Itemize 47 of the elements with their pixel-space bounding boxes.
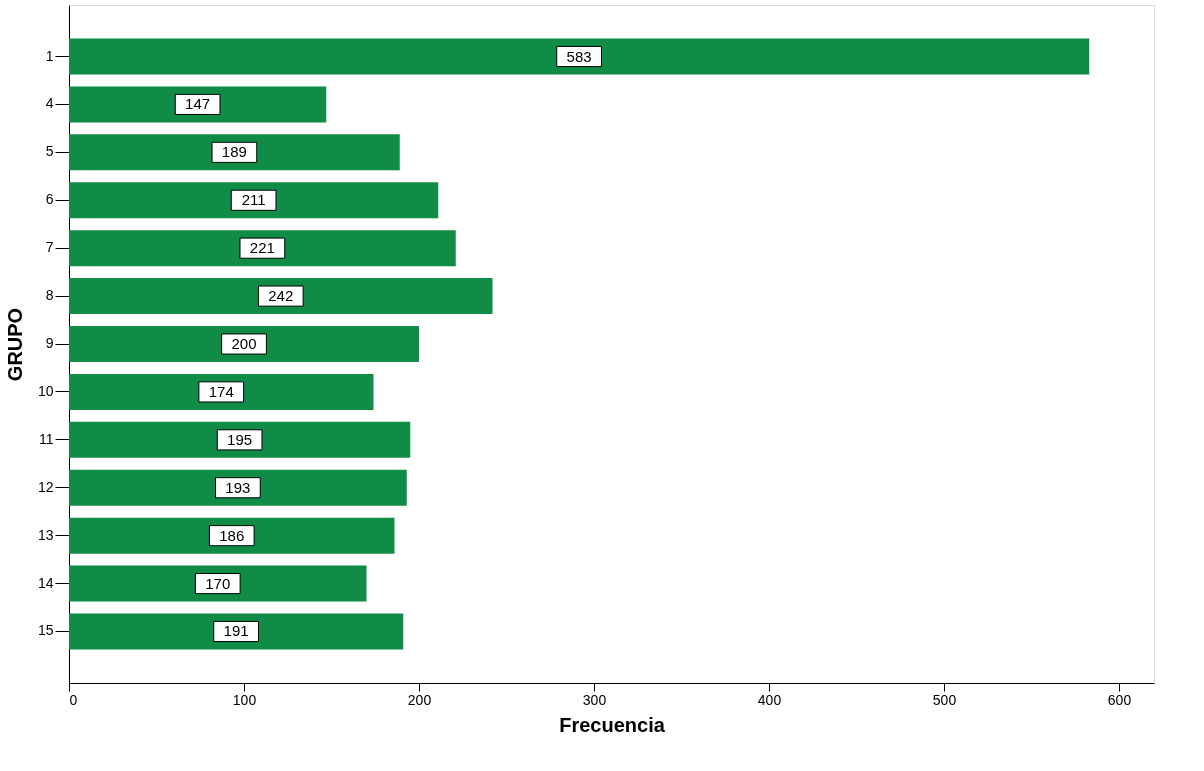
- y-tick-label: 9: [45, 335, 54, 351]
- data-label: 170: [205, 574, 231, 592]
- bar: [69, 38, 1090, 75]
- data-label: 189: [221, 143, 247, 161]
- x-axis-title: Frecuencia: [559, 713, 666, 736]
- y-tick-label: 5: [45, 143, 54, 160]
- y-tick-label: 10: [37, 382, 54, 399]
- x-tick-label: 0: [69, 691, 78, 708]
- y-tick-label: 1: [45, 47, 54, 64]
- y-tick-label: 12: [37, 478, 54, 495]
- bar: [69, 230, 456, 267]
- y-tick-label: 8: [45, 287, 54, 304]
- data-label: 174: [208, 382, 234, 400]
- y-tick-label: 7: [45, 239, 54, 256]
- bar: [69, 278, 493, 315]
- data-label: 211: [241, 191, 266, 209]
- data-label: 195: [227, 430, 253, 448]
- x-tick-label: 600: [1107, 691, 1132, 708]
- bar: [69, 565, 367, 602]
- bar: [69, 134, 400, 171]
- y-axis-title: GRUPO: [3, 307, 26, 382]
- data-label: 191: [223, 622, 249, 640]
- y-tick-label: 15: [37, 622, 54, 639]
- data-label: 221: [249, 239, 275, 257]
- x-tick-label: 200: [407, 691, 432, 708]
- bar: [69, 421, 411, 458]
- bar: [69, 613, 404, 650]
- bar: [69, 326, 419, 362]
- data-label: 242: [268, 287, 294, 305]
- bar: [69, 469, 407, 506]
- x-tick-label: 400: [757, 691, 782, 708]
- y-tick-label: 11: [38, 430, 54, 447]
- bar: [69, 182, 439, 219]
- y-tick-label: 4: [45, 95, 54, 112]
- x-tick-label: 300: [582, 691, 607, 708]
- data-label: 200: [231, 335, 257, 352]
- x-tick-label: 500: [932, 691, 957, 708]
- data-label: 147: [185, 95, 211, 113]
- data-label: 193: [225, 478, 251, 496]
- bar: [69, 517, 395, 554]
- x-tick-label: 100: [232, 691, 257, 708]
- y-tick-label: 13: [37, 526, 54, 543]
- y-tick-label: 6: [45, 191, 54, 208]
- data-label: 186: [219, 526, 245, 544]
- bar: [69, 373, 374, 410]
- y-tick-label: 14: [37, 574, 54, 591]
- data-label: 583: [566, 47, 592, 65]
